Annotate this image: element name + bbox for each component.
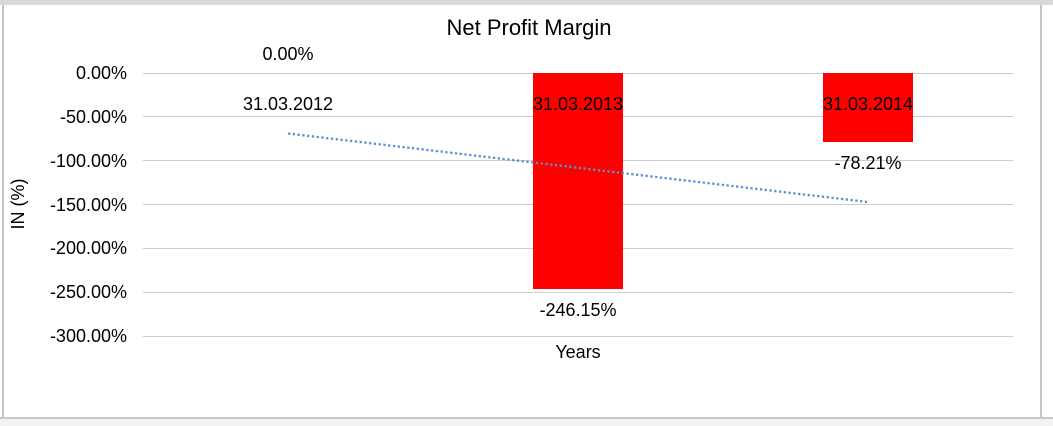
frame-right-edge <box>1040 5 1042 417</box>
y-axis-tick-label: -100.00% <box>49 150 127 171</box>
frame-bottom-band <box>0 419 1053 426</box>
y-axis-tick-label: -300.00% <box>49 326 127 346</box>
category-label: 31.03.2014 <box>822 94 914 114</box>
y-axis-tick-label: 0.00% <box>75 63 127 83</box>
data-label: -78.21% <box>834 152 902 173</box>
y-axis-tick-label: -200.00% <box>49 238 127 259</box>
bar-31.03.2014 <box>823 73 913 142</box>
frame-left-edge <box>2 5 4 417</box>
x-axis-title: Years <box>555 342 601 362</box>
frame-bottom-edge <box>0 417 1053 419</box>
category-label: 31.03.2012 <box>242 94 334 114</box>
y-axis-tick-label: -150.00% <box>49 194 127 215</box>
data-label: 0.00% <box>262 44 314 64</box>
chart-title: Net Profit Margin <box>446 15 612 40</box>
gridline <box>143 291 1013 293</box>
category-label: 31.03.2013 <box>532 94 624 114</box>
frame-top-band <box>0 0 1053 5</box>
gridline <box>143 335 1013 337</box>
y-axis-tick-label: -250.00% <box>49 282 127 303</box>
y-axis-tick-label: -50.00% <box>59 106 127 127</box>
data-label: -246.15% <box>539 299 617 320</box>
